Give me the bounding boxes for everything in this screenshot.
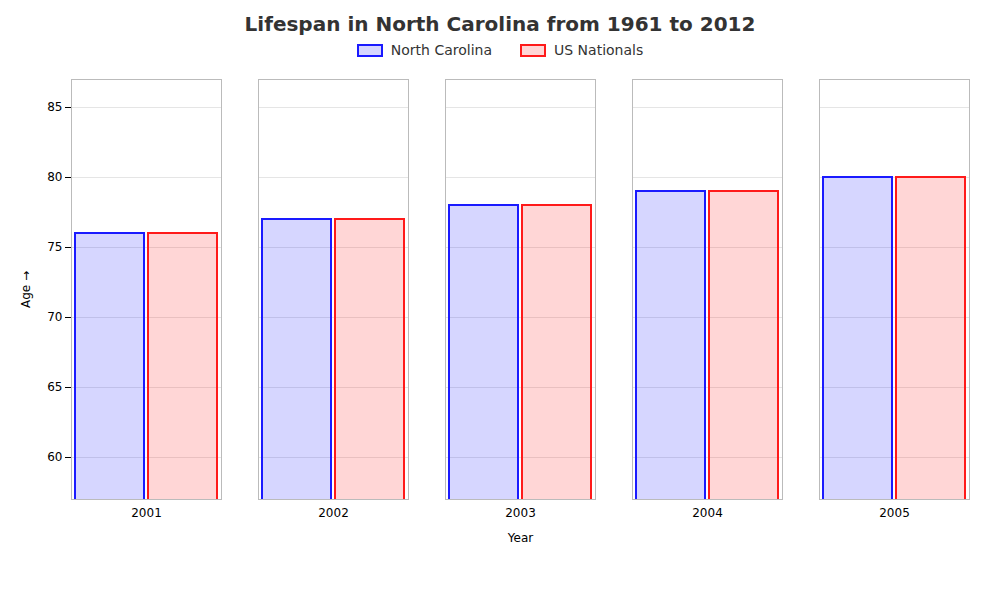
svg-text:75: 75 (47, 240, 62, 254)
svg-text:65: 65 (47, 380, 62, 394)
svg-text:80: 80 (47, 170, 62, 184)
html-text:Lifespan in North Carolina fro: Lifespan in North Carolina from 1961 to … (244, 12, 756, 36)
svg-text:2002: 2002 (318, 506, 349, 520)
svg-text:2003: 2003 (505, 506, 536, 520)
svg-text:70: 70 (47, 310, 62, 324)
svg-text:2005: 2005 (879, 506, 910, 520)
svg-text:2004: 2004 (692, 506, 723, 520)
svg-text:60: 60 (47, 450, 62, 464)
svg-text:Age →: Age → (19, 271, 33, 308)
html-text:US Nationals: US Nationals (554, 42, 644, 58)
svg-text:85: 85 (47, 100, 62, 114)
svg-text:Year: Year (507, 531, 533, 545)
html-text:North Carolina: North Carolina (390, 42, 492, 58)
svg-text:2001: 2001 (131, 506, 162, 520)
